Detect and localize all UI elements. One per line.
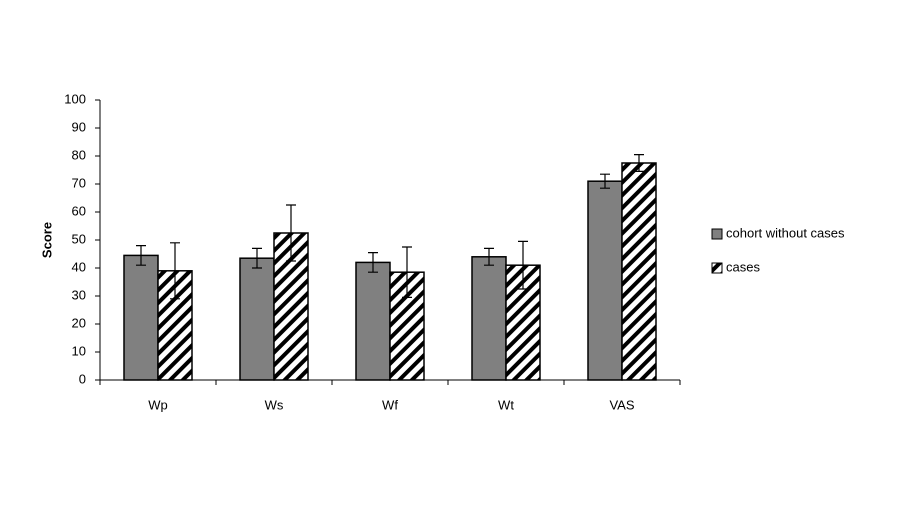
error-bar	[600, 173, 610, 189]
y-tick-label: 0	[79, 371, 86, 386]
bar	[587, 180, 623, 381]
error-bar	[634, 154, 644, 172]
legend-swatch	[711, 228, 723, 240]
bar	[239, 257, 275, 381]
y-axis-label: Score	[39, 222, 54, 258]
y-tick-label: 70	[72, 175, 86, 190]
y-tick-label: 80	[72, 147, 86, 162]
x-tick-label: Wf	[382, 397, 398, 412]
error-bar	[402, 246, 412, 298]
error-bar	[252, 247, 262, 269]
y-tick-label: 50	[72, 231, 86, 246]
x-tick-label: Wp	[148, 397, 168, 412]
y-tick-label: 10	[72, 343, 86, 358]
error-bar	[136, 245, 146, 266]
bar	[355, 261, 391, 381]
legend-label: cases	[726, 259, 760, 274]
bar	[123, 254, 159, 381]
error-bar	[518, 240, 528, 290]
bar	[621, 162, 657, 381]
error-bar	[368, 252, 378, 273]
legend-label: cohort without cases	[726, 225, 845, 240]
error-bar	[484, 247, 494, 266]
y-tick-label: 60	[72, 203, 86, 218]
y-tick-label: 20	[72, 315, 86, 330]
y-tick-label: 30	[72, 287, 86, 302]
error-bar	[170, 242, 180, 300]
y-tick-label: 100	[64, 91, 86, 106]
y-tick-label: 90	[72, 119, 86, 134]
legend-swatch	[711, 262, 723, 274]
bar	[471, 256, 507, 381]
x-tick-label: Wt	[498, 397, 514, 412]
y-tick-label: 40	[72, 259, 86, 274]
x-tick-label: Ws	[265, 397, 284, 412]
x-tick-label: VAS	[609, 397, 634, 412]
error-bar	[286, 204, 296, 262]
